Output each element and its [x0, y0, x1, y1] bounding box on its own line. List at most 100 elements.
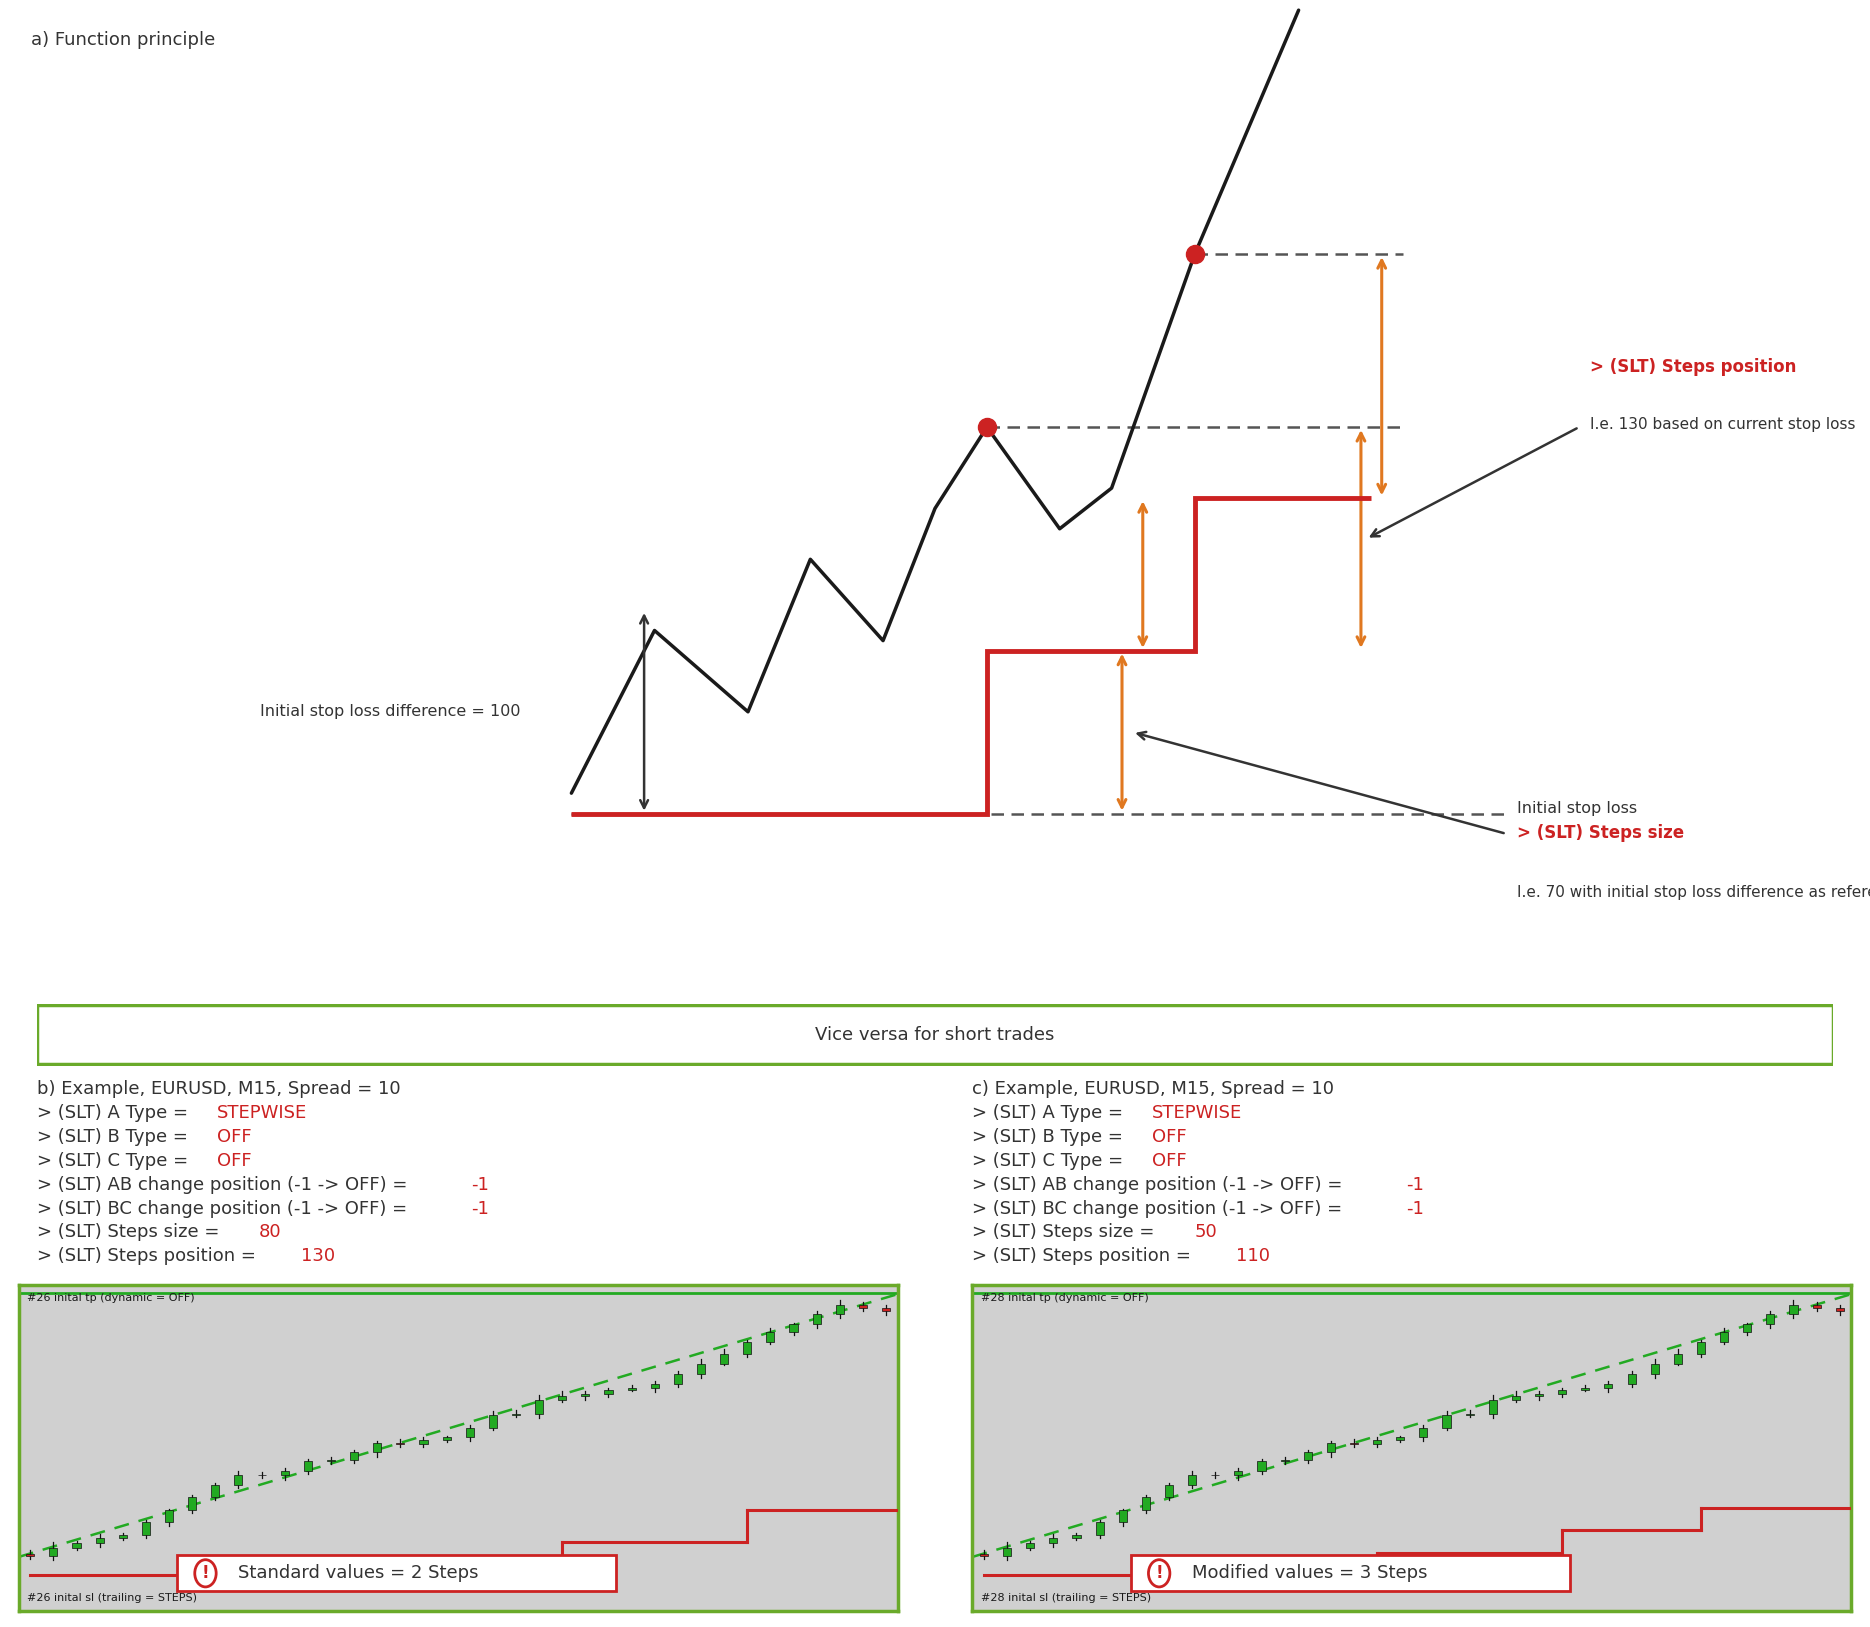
Bar — [1604, 1385, 1612, 1388]
Bar — [1257, 1461, 1266, 1471]
Text: I.e. 130 based on current stop loss: I.e. 130 based on current stop loss — [1590, 417, 1855, 431]
Bar — [1118, 1510, 1128, 1523]
Text: OFF: OFF — [1152, 1152, 1186, 1170]
Bar — [1767, 1313, 1775, 1324]
Bar — [1234, 1471, 1242, 1476]
Text: > (SLT) BC change position (-1 -> OFF) =: > (SLT) BC change position (-1 -> OFF) = — [37, 1199, 413, 1217]
Bar — [1303, 1453, 1313, 1459]
Text: c) Example, EURUSD, M15, Spread = 10: c) Example, EURUSD, M15, Spread = 10 — [972, 1080, 1333, 1098]
FancyBboxPatch shape — [178, 1555, 617, 1591]
Bar — [1836, 1308, 1844, 1311]
Text: > (SLT) BC change position (-1 -> OFF) =: > (SLT) BC change position (-1 -> OFF) = — [972, 1199, 1348, 1217]
Bar — [1627, 1373, 1636, 1385]
Bar — [1558, 1389, 1567, 1394]
Bar — [165, 1510, 174, 1523]
FancyBboxPatch shape — [37, 1005, 1833, 1064]
Bar — [1072, 1534, 1081, 1538]
Text: -1: -1 — [1406, 1176, 1423, 1194]
Text: a) Function principle: a) Function principle — [32, 31, 215, 49]
Bar — [1049, 1538, 1057, 1542]
Text: > (SLT) Steps position: > (SLT) Steps position — [1590, 358, 1795, 376]
Text: > (SLT) A Type =: > (SLT) A Type = — [37, 1103, 193, 1123]
Bar — [303, 1461, 312, 1471]
Circle shape — [1148, 1560, 1171, 1586]
Text: #26 inital tp (dynamic = OFF): #26 inital tp (dynamic = OFF) — [28, 1293, 194, 1303]
FancyBboxPatch shape — [1131, 1555, 1571, 1591]
Bar — [698, 1363, 705, 1373]
Text: > (SLT) Steps position =: > (SLT) Steps position = — [37, 1248, 262, 1266]
Bar — [673, 1373, 683, 1385]
Bar — [211, 1485, 219, 1497]
Bar — [1442, 1415, 1451, 1429]
Text: !: ! — [1156, 1564, 1163, 1583]
Bar — [1489, 1401, 1496, 1414]
Bar — [858, 1305, 868, 1308]
Text: > (SLT) A Type =: > (SLT) A Type = — [972, 1103, 1128, 1123]
Bar — [651, 1385, 658, 1388]
Bar — [49, 1547, 58, 1557]
Bar — [767, 1333, 774, 1342]
Bar — [1143, 1497, 1150, 1510]
Text: > (SLT) C Type =: > (SLT) C Type = — [972, 1152, 1128, 1170]
Text: > (SLT) B Type =: > (SLT) B Type = — [37, 1128, 193, 1145]
Text: > (SLT) B Type =: > (SLT) B Type = — [972, 1128, 1128, 1145]
Bar — [189, 1497, 196, 1510]
Text: #26 inital sl (trailing = STEPS): #26 inital sl (trailing = STEPS) — [28, 1593, 198, 1603]
Text: -1: -1 — [1406, 1199, 1423, 1217]
Bar — [980, 1554, 987, 1557]
Bar — [1328, 1443, 1335, 1453]
Bar — [374, 1443, 381, 1453]
Bar — [466, 1429, 473, 1437]
Bar — [1511, 1396, 1520, 1401]
Text: 50: 50 — [1195, 1224, 1217, 1241]
Text: STEPWISE: STEPWISE — [217, 1103, 307, 1123]
Text: > (SLT) Steps size =: > (SLT) Steps size = — [37, 1224, 224, 1241]
Bar — [883, 1308, 890, 1311]
Text: > (SLT) Steps size: > (SLT) Steps size — [1517, 823, 1683, 841]
Text: > (SLT) AB change position (-1 -> OFF) =: > (SLT) AB change position (-1 -> OFF) = — [972, 1176, 1348, 1194]
Text: > (SLT) AB change position (-1 -> OFF) =: > (SLT) AB change position (-1 -> OFF) = — [37, 1176, 413, 1194]
Bar — [1187, 1476, 1197, 1485]
Text: I.e. 70 with initial stop loss difference as reference: I.e. 70 with initial stop loss differenc… — [1517, 885, 1870, 900]
Bar — [628, 1388, 636, 1389]
Text: Initial stop loss difference = 100: Initial stop loss difference = 100 — [260, 704, 520, 719]
Bar — [95, 1538, 103, 1542]
Bar — [1419, 1429, 1427, 1437]
Text: Vice versa for short trades: Vice versa for short trades — [815, 1025, 1055, 1045]
Bar — [1812, 1305, 1821, 1308]
Bar — [73, 1542, 80, 1547]
Text: OFF: OFF — [217, 1128, 251, 1145]
Bar — [1674, 1354, 1681, 1363]
Bar — [1696, 1342, 1705, 1354]
Text: 110: 110 — [1236, 1248, 1270, 1266]
Bar — [604, 1389, 613, 1394]
Bar — [1743, 1324, 1752, 1333]
Bar — [443, 1437, 451, 1440]
Bar — [1027, 1542, 1034, 1547]
Bar — [1397, 1437, 1404, 1440]
Bar — [419, 1440, 428, 1445]
Bar — [742, 1342, 752, 1354]
Bar — [26, 1554, 34, 1557]
Bar — [1373, 1440, 1382, 1445]
Circle shape — [194, 1560, 217, 1586]
Bar — [350, 1453, 359, 1459]
Bar — [535, 1401, 542, 1414]
Text: OFF: OFF — [217, 1152, 251, 1170]
Text: > (SLT) C Type =: > (SLT) C Type = — [37, 1152, 193, 1170]
Bar — [1720, 1333, 1728, 1342]
Bar — [1651, 1363, 1659, 1373]
Text: !: ! — [202, 1564, 209, 1583]
Bar — [1790, 1305, 1797, 1313]
Text: Standard values = 2 Steps: Standard values = 2 Steps — [239, 1564, 479, 1583]
Text: OFF: OFF — [1152, 1128, 1186, 1145]
Text: > (SLT) Steps position =: > (SLT) Steps position = — [972, 1248, 1197, 1266]
Bar — [1002, 1547, 1012, 1557]
Text: -1: -1 — [471, 1176, 488, 1194]
Text: > (SLT) Steps size =: > (SLT) Steps size = — [972, 1224, 1159, 1241]
Text: Modified values = 3 Steps: Modified values = 3 Steps — [1193, 1564, 1427, 1583]
Text: #28 inital tp (dynamic = OFF): #28 inital tp (dynamic = OFF) — [982, 1293, 1148, 1303]
Bar — [836, 1305, 843, 1313]
Bar — [488, 1415, 497, 1429]
Bar — [118, 1534, 127, 1538]
